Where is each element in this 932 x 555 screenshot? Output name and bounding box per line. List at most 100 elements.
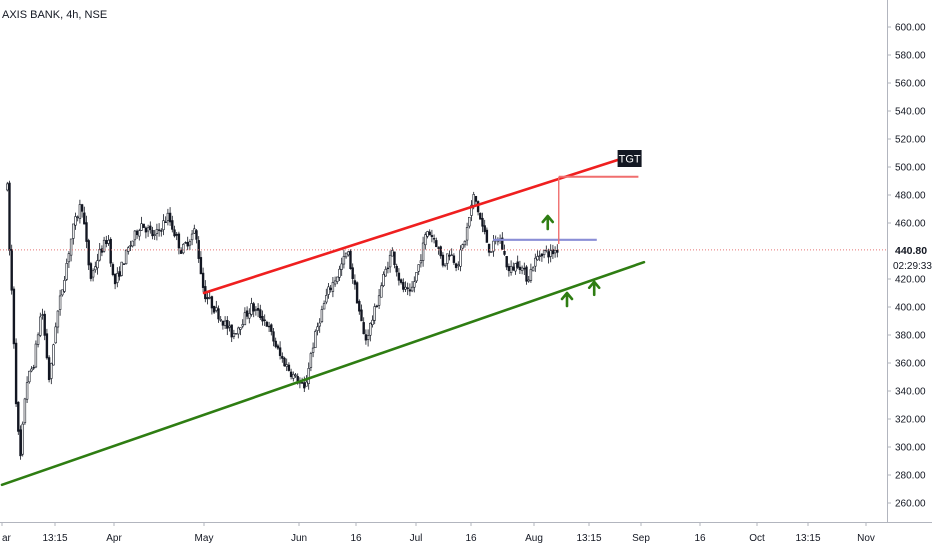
candle-body [58, 295, 62, 310]
x-tick-label: Sep [632, 533, 650, 544]
candle-body [292, 373, 295, 379]
candle-body [151, 229, 154, 237]
candle-body [369, 323, 372, 336]
candle-body [237, 327, 240, 335]
candle-body [135, 230, 139, 236]
candle-body [69, 238, 73, 256]
candle-body [314, 331, 317, 349]
y-tick-label: 260.00 [895, 499, 926, 510]
candle-body [89, 263, 93, 279]
candle-body [516, 261, 519, 268]
candle-body [311, 347, 315, 353]
candle-body [232, 333, 236, 337]
candle-body [338, 268, 341, 278]
candle-body [153, 234, 156, 236]
candle-body [138, 230, 141, 237]
candle-body [472, 194, 475, 206]
candle-body [415, 272, 418, 282]
candle-body [404, 286, 407, 290]
candle-body [6, 183, 9, 191]
candle-body [177, 233, 181, 249]
candle-body [87, 240, 90, 266]
candle-body [19, 429, 22, 457]
candle-body [556, 249, 559, 253]
up-arrow-icon [541, 214, 555, 231]
candle-body [523, 267, 526, 270]
candle-body [446, 253, 449, 264]
candle-body [149, 225, 152, 230]
candle-body [366, 335, 370, 340]
candle-body [303, 382, 306, 389]
candle-body [32, 367, 35, 369]
candle-body [265, 321, 269, 327]
up-arrow-icon [587, 280, 601, 297]
candle-body [531, 267, 535, 272]
candle-body [435, 240, 438, 248]
candle-body [74, 216, 77, 226]
candle-body [221, 320, 225, 326]
candle-body [318, 322, 321, 327]
candle-body [307, 368, 310, 384]
candle-body [131, 240, 134, 247]
candle-body [283, 357, 286, 367]
candle-body [23, 398, 27, 424]
candle-body [8, 182, 11, 251]
candle-body [375, 305, 379, 307]
x-tick-label: ar [2, 533, 12, 544]
candle-body [492, 240, 495, 252]
candle-body [358, 300, 361, 312]
candle-body [239, 327, 242, 330]
candle-body [223, 320, 227, 326]
candle-body [193, 228, 196, 234]
y-tick-label: 380.00 [895, 331, 926, 342]
candle-body [65, 263, 68, 280]
candle-body [443, 263, 447, 267]
candle-body [25, 382, 29, 400]
candle-body [448, 255, 451, 257]
candle-body [133, 230, 137, 241]
candle-body [212, 305, 216, 313]
candle-body [391, 250, 394, 257]
candle-body [373, 306, 376, 321]
candle-body [30, 368, 33, 372]
candle-body [419, 260, 423, 264]
candle-body [393, 251, 396, 266]
candle-body [80, 204, 84, 212]
candle-body [168, 212, 172, 223]
candle-body [536, 256, 539, 261]
candle-body [351, 267, 354, 279]
candle-body [118, 271, 121, 277]
candle-body [397, 272, 401, 281]
candle-body [518, 266, 522, 270]
candle-body [14, 342, 18, 405]
candle-body [129, 245, 132, 247]
x-tick-label: May [195, 533, 214, 544]
candle-body [349, 250, 352, 270]
candle-body [56, 310, 60, 328]
x-tick-label: 13:15 [42, 533, 67, 544]
candle-body [430, 235, 434, 237]
candle-body [175, 234, 178, 236]
candle-body [520, 267, 524, 271]
candle-body [507, 266, 511, 272]
candle-body [476, 201, 480, 213]
candle-body [485, 229, 489, 243]
x-tick-label: Aug [525, 533, 543, 544]
candle-body [426, 231, 429, 237]
y-tick-label: 600.00 [895, 23, 926, 34]
candle-body [162, 220, 165, 231]
candle-body [109, 238, 112, 264]
candle-body [320, 309, 324, 322]
candle-body [360, 309, 363, 322]
candle-body [127, 247, 130, 252]
candle-body [402, 282, 405, 290]
candle-body [217, 308, 220, 320]
candle-body [250, 303, 253, 315]
candle-body [61, 289, 64, 296]
candle-body [36, 334, 40, 345]
candle-body [63, 279, 66, 292]
candle-body [50, 363, 53, 379]
candle-body [382, 274, 385, 286]
